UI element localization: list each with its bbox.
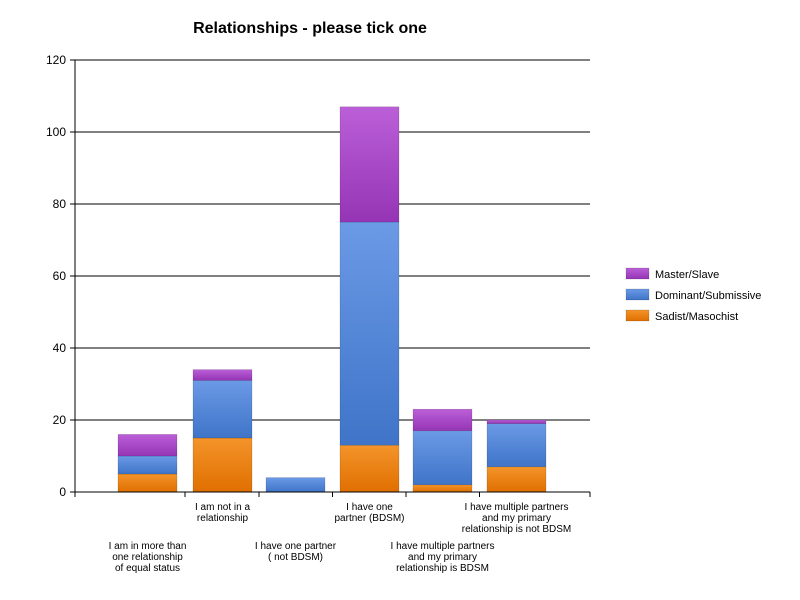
x-category-label: I am in more than — [109, 541, 187, 552]
bar-segment — [339, 444, 400, 493]
grid-lines — [75, 59, 590, 421]
legend-label: Dominant/Submissive — [655, 290, 761, 302]
bar-segment — [412, 484, 473, 493]
y-tick-label: 100 — [46, 125, 66, 139]
y-tick-label: 40 — [53, 341, 67, 355]
bar-segment — [412, 430, 473, 486]
y-tick-label: 120 — [46, 53, 66, 67]
bars — [117, 106, 547, 493]
y-tick-label: 80 — [53, 197, 67, 211]
chart-title: Relationships - please tick one — [193, 20, 427, 37]
x-category-label: relationship — [197, 513, 249, 524]
legend: Master/Slave Dominant/Submissive Sadist/Ma… — [625, 267, 761, 323]
y-tick-label: 20 — [53, 413, 67, 427]
bar-segment — [486, 419, 547, 424]
bar-segment — [486, 423, 547, 468]
legend-label: Master/Slave — [655, 269, 719, 281]
x-category-label: relationship is not BDSM — [462, 524, 572, 535]
bar-segment — [412, 408, 473, 432]
x-category-label: I am not in a — [195, 502, 250, 513]
x-category-label: ( not BDSM) — [268, 552, 323, 563]
bar-segment — [265, 477, 326, 493]
bar-segment — [486, 466, 547, 493]
x-category-label: one relationship — [112, 552, 183, 563]
bar-segment — [117, 434, 178, 457]
x-category-label: I have one — [346, 502, 393, 513]
bar-segment — [339, 106, 400, 223]
bar-segment — [117, 455, 178, 475]
x-category-label: partner (BDSM) — [334, 513, 404, 524]
x-category-label: I have one partner — [255, 541, 337, 552]
y-tick-labels: 0 20 40 60 80 100 120 — [46, 53, 66, 499]
bar-segment — [192, 437, 253, 493]
x-category-label: and my primary — [408, 552, 477, 563]
legend-label: Sadist/Masochist — [655, 311, 738, 323]
legend-swatch — [625, 288, 650, 301]
y-tick-label: 0 — [59, 485, 66, 499]
bar-segment — [192, 369, 253, 381]
bar-segment — [339, 221, 400, 446]
bar-segment — [117, 473, 178, 493]
bar-segment — [192, 380, 253, 439]
x-category-label: I have multiple partners — [391, 541, 495, 552]
x-category-label: I have multiple partners — [465, 502, 569, 513]
x-category-label: and my primary — [482, 513, 551, 524]
x-category-label: relationship is BDSM — [396, 563, 489, 574]
legend-swatch — [625, 309, 650, 322]
axes — [70, 59, 591, 497]
y-tick-label: 60 — [53, 269, 67, 283]
x-category-label: of equal status — [115, 563, 180, 574]
legend-swatch — [625, 267, 650, 280]
